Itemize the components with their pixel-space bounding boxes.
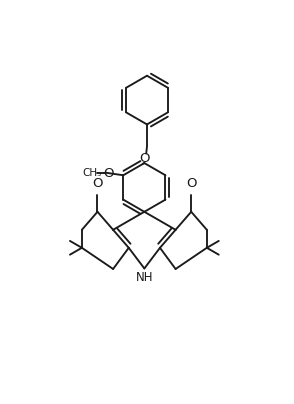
Text: O: O	[139, 152, 150, 165]
Text: O: O	[92, 177, 103, 190]
Text: CH₃: CH₃	[83, 168, 102, 178]
Text: O: O	[186, 177, 196, 190]
Text: O: O	[103, 166, 114, 180]
Text: NH: NH	[136, 271, 153, 284]
